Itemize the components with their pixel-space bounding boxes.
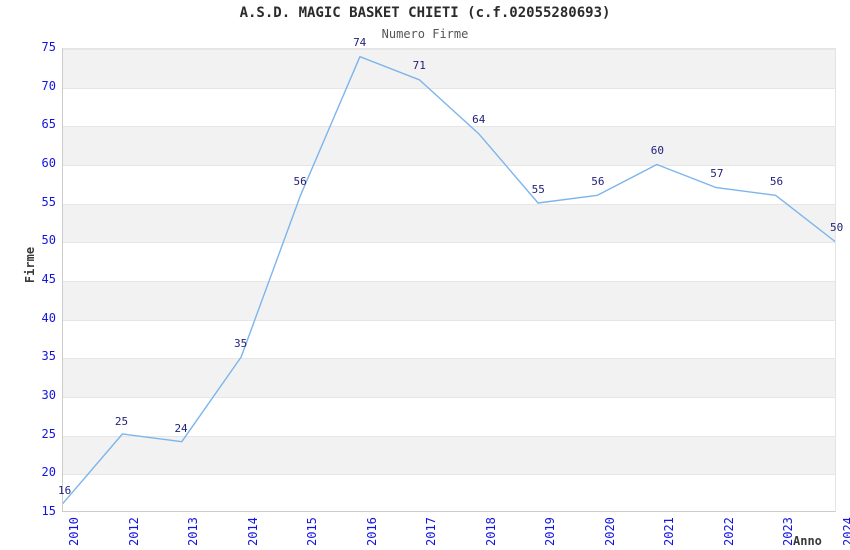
y-axis-tick-label: 50: [41, 233, 56, 248]
gridline: [63, 49, 835, 50]
gridline: [63, 126, 835, 127]
chart-title: A.S.D. MAGIC BASKET CHIETI (c.f.02055280…: [239, 5, 611, 21]
y-axis-tick-label: 25: [41, 426, 56, 441]
plot-band: [63, 203, 835, 243]
data-label: 24: [174, 422, 188, 436]
gridline: [63, 436, 835, 437]
data-label: 74: [353, 35, 367, 49]
gridline: [63, 165, 835, 166]
y-axis-tick-label: 75: [41, 40, 56, 54]
data-label: 71: [412, 58, 426, 72]
y-axis-tick-label: 45: [41, 272, 56, 286]
plot-area: [62, 48, 836, 512]
y-axis-tick-label: 20: [41, 465, 56, 480]
gridline: [63, 397, 835, 398]
gridline: [63, 320, 835, 321]
gridline: [63, 474, 835, 475]
y-axis-tick-label: 55: [41, 194, 56, 209]
x-axis-tick-label: 2012: [126, 517, 141, 546]
series-line-numero-firme: [63, 55, 835, 505]
data-label: 60: [650, 144, 664, 157]
x-axis-tick-label: 2019: [543, 517, 558, 546]
x-axis-tick-label: 2010: [67, 517, 81, 546]
plot-band: [63, 435, 835, 475]
plot-band: [63, 281, 835, 320]
x-axis-tick-label: 2015: [305, 517, 320, 546]
plot-band: [63, 49, 835, 88]
x-axis-tick-label: 2018: [483, 517, 498, 546]
x-axis-tick-label: 2021: [662, 517, 677, 546]
line-series: [63, 55, 835, 505]
x-axis-tick-label: 2022: [721, 517, 736, 546]
gridline: [63, 242, 835, 243]
y-axis-tick-label: 60: [41, 156, 56, 170]
x-axis-tick-label: 2023: [781, 517, 796, 546]
plot-band: [63, 126, 835, 165]
x-axis-title: Anno: [793, 534, 822, 548]
data-label: 64: [472, 113, 486, 127]
data-label: 35: [233, 337, 248, 351]
y-axis-tick-label: 40: [41, 310, 56, 325]
x-axis-tick-label: 2016: [364, 517, 379, 546]
y-axis-tick-label: 65: [41, 117, 56, 132]
chart-subtitle: Numero Firme: [381, 27, 469, 41]
data-label: 56: [293, 174, 307, 188]
gridline: [63, 358, 835, 359]
x-axis-tick-label: 2013: [186, 517, 201, 546]
x-axis-tick-label: 2020: [602, 517, 617, 546]
data-label: 55: [531, 182, 545, 196]
y-axis-tick-label: 30: [41, 388, 56, 402]
data-label: 25: [114, 414, 129, 428]
x-axis-tick-label: 2017: [424, 517, 439, 546]
plot-band: [63, 358, 835, 397]
y-axis-tick-label: 70: [41, 78, 56, 93]
gridline: [63, 204, 835, 205]
x-axis-tick-label: 2014: [245, 517, 260, 546]
data-label: 56: [591, 174, 605, 188]
y-axis-tick-label: 15: [41, 504, 56, 518]
data-label: 16: [58, 484, 72, 498]
y-axis-tick-label: 35: [41, 349, 56, 364]
data-label: 56: [769, 174, 784, 188]
x-axis-tick-label: 2024: [841, 517, 850, 546]
gridline: [63, 88, 835, 89]
data-label: 57: [710, 167, 724, 181]
gridline: [63, 281, 835, 282]
data-label: 50: [830, 221, 844, 235]
